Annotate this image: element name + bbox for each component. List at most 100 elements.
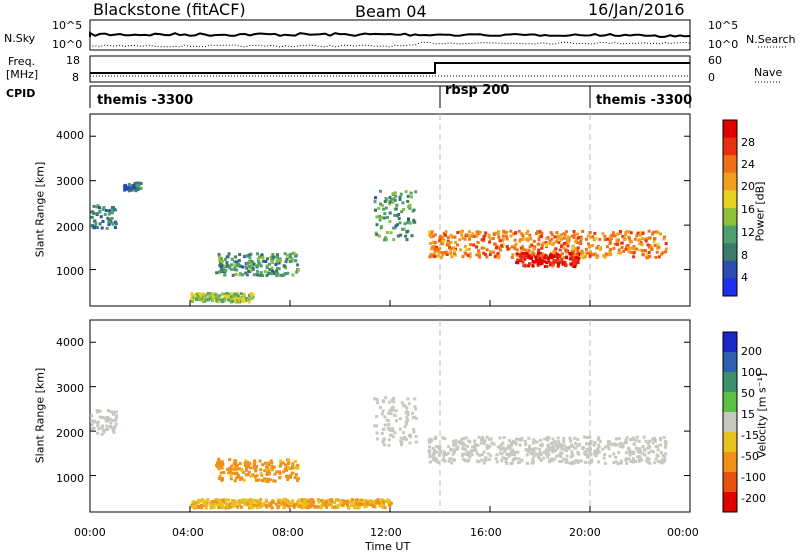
velocity-cell-2 bbox=[193, 506, 197, 510]
velocity-cell-3 bbox=[393, 414, 397, 417]
power-cell-5 bbox=[449, 247, 453, 251]
power-cell-5 bbox=[571, 244, 575, 248]
power-cell-5 bbox=[577, 236, 581, 240]
velocity-cell-4 bbox=[464, 436, 468, 440]
velocity-cell-4 bbox=[568, 436, 572, 440]
power-cell-2 bbox=[263, 270, 267, 274]
power-cell-4 bbox=[378, 218, 382, 222]
velocity-cell-4 bbox=[584, 460, 588, 464]
velocity-cell-2 bbox=[233, 501, 237, 505]
power-cell-5 bbox=[559, 237, 563, 241]
velocity-cell-4 bbox=[586, 453, 590, 457]
power-cell-5 bbox=[622, 249, 626, 253]
vel-cb-m100: -100 bbox=[741, 471, 766, 484]
velocity-cell-3 bbox=[402, 437, 406, 441]
power-cell-6 bbox=[545, 261, 549, 265]
velocity-cell-4 bbox=[479, 441, 483, 445]
power-cell-5 bbox=[436, 254, 440, 258]
power-cell-5 bbox=[429, 252, 433, 256]
velocity-cell-4 bbox=[471, 445, 474, 449]
velocity-cell-4 bbox=[428, 449, 432, 453]
velocity-cell-4 bbox=[475, 459, 479, 463]
power-cell-5 bbox=[632, 247, 636, 251]
power-cell-0 bbox=[98, 206, 102, 210]
power-cell-5 bbox=[501, 243, 505, 247]
power-cell-5 bbox=[593, 252, 597, 256]
velocity-cell-4 bbox=[604, 445, 608, 449]
power-cell-5 bbox=[501, 230, 505, 234]
velocity-cell-1 bbox=[229, 467, 233, 471]
power-cell-5 bbox=[594, 237, 598, 241]
velocity-cell-3 bbox=[375, 437, 379, 441]
velocity-cell-2 bbox=[255, 506, 259, 510]
power-cell-3 bbox=[199, 292, 203, 296]
velocity-cell-0 bbox=[111, 412, 115, 416]
velocity-cell-4 bbox=[473, 445, 477, 449]
power-cell-5 bbox=[636, 231, 640, 235]
power-cell-6 bbox=[530, 256, 534, 260]
power-cell-3 bbox=[214, 296, 218, 300]
power-cell-5 bbox=[482, 235, 486, 239]
power-cell-5 bbox=[578, 241, 582, 245]
power-cell-2 bbox=[269, 272, 273, 276]
velocity-cell-4 bbox=[621, 444, 625, 448]
velocity-cell-4 bbox=[582, 445, 585, 449]
velocity-cell-1 bbox=[253, 459, 257, 463]
power-cell-5 bbox=[647, 229, 651, 233]
power-cell-2 bbox=[244, 254, 248, 258]
velocity-cell-4 bbox=[505, 446, 509, 450]
power-cell-5 bbox=[581, 229, 585, 233]
velocity-cell-0 bbox=[90, 419, 94, 423]
velocity-cell-2 bbox=[352, 502, 356, 506]
power-cell-2 bbox=[255, 273, 259, 277]
power-cell-0 bbox=[104, 209, 108, 212]
power-cell-3 bbox=[190, 296, 194, 300]
velocity-cell-4 bbox=[449, 448, 453, 452]
power-cell-5 bbox=[597, 245, 601, 249]
velocity-cell-1 bbox=[275, 470, 279, 474]
power-cb-28: 28 bbox=[741, 136, 755, 149]
velocity-cell-4 bbox=[551, 444, 555, 448]
velocity-cell-4 bbox=[510, 441, 513, 445]
velocity-cell-0 bbox=[100, 425, 104, 428]
power-cell-5 bbox=[574, 247, 578, 251]
velocity-cell-4 bbox=[517, 457, 521, 461]
power-cell-4 bbox=[383, 238, 386, 242]
power-cell-5 bbox=[656, 230, 660, 234]
velocity-cell-3 bbox=[400, 401, 404, 405]
power-cell-3 bbox=[204, 294, 208, 298]
velocity-cell-4 bbox=[473, 449, 477, 453]
power-cell-4 bbox=[394, 207, 398, 211]
power-cell-4 bbox=[401, 227, 405, 231]
power-cell-6 bbox=[561, 260, 565, 264]
velocity-cell-4 bbox=[513, 457, 517, 461]
velocity-cell-1 bbox=[237, 475, 241, 479]
velocity-cell-4 bbox=[509, 450, 513, 454]
velocity-cell-4 bbox=[564, 445, 568, 449]
power-cell-5 bbox=[513, 238, 517, 242]
velocity-cell-4 bbox=[488, 444, 492, 448]
velocity-cell-4 bbox=[633, 459, 637, 463]
velocity-cell-2 bbox=[363, 505, 367, 509]
velocity-cell-4 bbox=[565, 454, 569, 458]
power-cell-5 bbox=[635, 247, 639, 251]
power-cell-5 bbox=[593, 231, 597, 235]
velocity-cell-2 bbox=[287, 505, 291, 509]
velocity-cell-2 bbox=[336, 498, 340, 502]
velocity-cell-4 bbox=[568, 461, 572, 465]
power-cell-5 bbox=[581, 251, 585, 255]
power-cell-1 bbox=[136, 187, 140, 191]
velocity-cell-2 bbox=[351, 498, 355, 502]
power-cell-3 bbox=[203, 298, 207, 302]
power-cell-5 bbox=[647, 245, 651, 249]
velocity-cell-2 bbox=[286, 500, 289, 504]
velocity-cell-4 bbox=[538, 447, 542, 451]
velocity-cell-4 bbox=[468, 455, 472, 459]
velocity-cell-4 bbox=[628, 449, 632, 453]
velocity-cell-4 bbox=[429, 437, 433, 441]
power-cell-6 bbox=[569, 262, 573, 266]
velocity-cell-4 bbox=[617, 450, 621, 454]
velocity-cell-2 bbox=[350, 504, 354, 508]
power-cell-5 bbox=[565, 241, 569, 244]
velocity-cell-2 bbox=[218, 498, 222, 502]
